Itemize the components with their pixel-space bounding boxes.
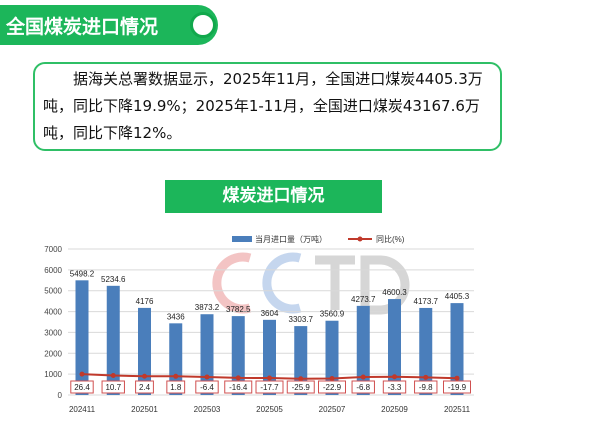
yoy-point	[142, 373, 147, 379]
bar	[75, 280, 89, 395]
bar	[263, 319, 276, 395]
yoy-value-label: -9.8	[419, 383, 433, 392]
bar-value-label: 4176	[136, 297, 154, 306]
yoy-label-box	[101, 380, 125, 394]
bar	[200, 314, 214, 395]
yoy-value-label: -3.3	[388, 383, 402, 392]
yoy-point	[79, 371, 85, 377]
y-tick-label: 2000	[44, 349, 62, 358]
bar-value-label: 5498.2	[70, 269, 95, 278]
yoy-label-box	[286, 380, 315, 394]
bar-value-label: 3560.9	[320, 310, 345, 319]
bar-value-label: 4405.3	[445, 292, 470, 301]
yoy-point	[392, 374, 397, 380]
legend-line-label: 同比(%)	[376, 234, 405, 244]
bar-value-label: 4273.7	[351, 295, 376, 304]
yoy-label-box	[224, 380, 253, 394]
yoy-value-label: -16.4	[229, 383, 248, 392]
yoy-value-label: -19.9	[448, 383, 467, 392]
yoy-label-box	[135, 380, 154, 394]
yoy-value-label: 1.8	[170, 383, 182, 392]
summary-text: 据海关总署数据显示，2025年11月，全国进口煤炭4405.3万吨，同比下降19…	[33, 62, 502, 151]
yoy-point	[329, 375, 335, 381]
bar-value-label: 5234.6	[101, 275, 126, 284]
bar-value-label: 3303.7	[289, 315, 314, 324]
y-tick-label: 4000	[44, 308, 62, 317]
legend-bar-swatch	[232, 236, 252, 242]
yoy-point	[204, 374, 210, 380]
watermark-stroke	[212, 252, 252, 314]
y-tick-label: 6000	[44, 266, 62, 275]
watermark-stroke	[315, 255, 355, 310]
yoy-point	[267, 375, 272, 381]
bar	[231, 316, 245, 395]
yoy-point	[454, 375, 460, 381]
bar	[325, 320, 339, 395]
bar	[138, 307, 151, 395]
yoy-label-box	[195, 380, 219, 394]
yoy-label-box	[443, 380, 471, 394]
y-tick-label: 1000	[44, 370, 62, 379]
x-tick-label: 202509	[381, 405, 408, 414]
bar	[450, 303, 464, 395]
yoy-value-label: 2.4	[139, 383, 151, 392]
watermark-logo	[212, 252, 410, 315]
watermark-stroke	[262, 252, 302, 314]
bar	[388, 299, 401, 395]
yoy-value-label: -22.9	[323, 383, 342, 392]
section-title: 全国煤炭进口情况	[6, 16, 159, 38]
yoy-label-box	[414, 380, 438, 394]
legend-line-marker	[357, 236, 363, 242]
y-tick-label: 5000	[44, 287, 62, 296]
x-tick-label: 202511	[444, 405, 471, 414]
yoy-value-label: 26.4	[74, 383, 90, 392]
coal-import-chart: 0 1000 2000 3000 4000 5000 6000 7000 当月进口量（万吨） 同比…	[44, 234, 474, 414]
yoy-label-box	[255, 380, 284, 394]
section-header: 全国煤炭进口情况	[0, 5, 218, 45]
yoy-label-box	[318, 380, 346, 394]
yoy-value-label: -6.8	[356, 383, 370, 392]
yoy-point	[173, 373, 179, 379]
watermark-stroke	[360, 255, 410, 315]
y-tick-label: 3000	[44, 328, 62, 337]
x-tick-label: 202411	[69, 405, 96, 414]
yoy-value-label: -17.7	[260, 383, 279, 392]
yoy-value-label: 10.7	[105, 383, 121, 392]
bar-value-label: 3782.5	[226, 305, 251, 314]
yoy-point	[360, 374, 366, 380]
yoy-value-label: -6.4	[200, 383, 214, 392]
yoy-point	[423, 374, 429, 380]
x-tick-label: 202501	[131, 405, 158, 414]
yoy-point	[235, 375, 241, 381]
bar	[106, 285, 120, 395]
bar-value-label: 4173.7	[414, 297, 439, 306]
yoy-point	[298, 376, 304, 382]
x-tick-label: 202505	[256, 405, 283, 414]
yoy-label-box	[166, 380, 186, 394]
bar-value-label: 3604	[261, 309, 279, 318]
chart-title: 煤炭进口情况	[165, 180, 382, 213]
bar-value-label: 4600.3	[382, 288, 407, 297]
y-tick-label: 0	[58, 391, 63, 400]
bar	[419, 307, 433, 395]
legend-bar-label: 当月进口量（万吨）	[255, 234, 327, 244]
yoy-label-box	[382, 380, 407, 394]
yoy-label-box	[351, 380, 375, 394]
y-tick-label: 7000	[44, 245, 62, 254]
bar-value-label: 3436	[167, 312, 185, 321]
yoy-value-label: -25.9	[292, 383, 311, 392]
yoy-label-box	[70, 380, 94, 394]
x-tick-label: 202503	[194, 405, 221, 414]
bar-value-label: 3873.2	[195, 303, 220, 312]
x-tick-label: 202507	[319, 405, 346, 414]
bar	[356, 305, 370, 395]
yoy-point	[110, 373, 116, 379]
circle-decoration-icon	[190, 12, 216, 38]
